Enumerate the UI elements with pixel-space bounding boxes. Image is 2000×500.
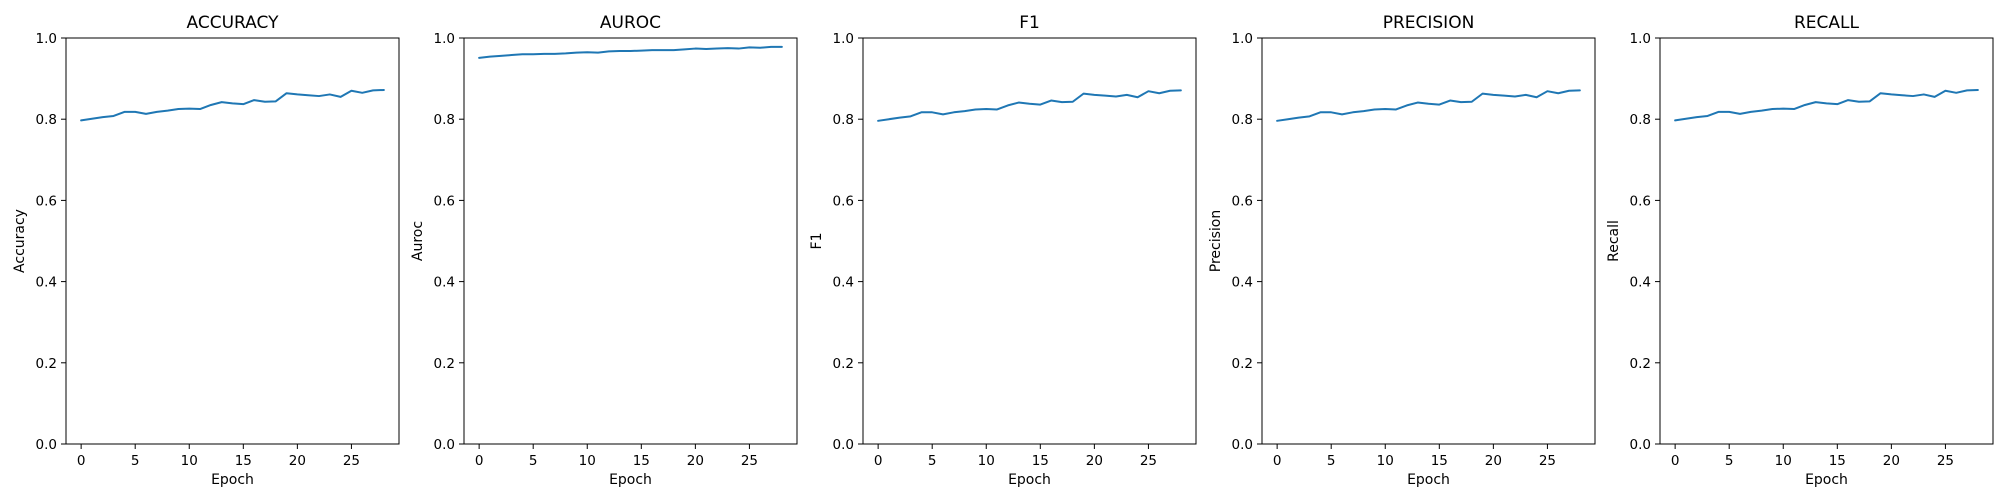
- y-tick-label: 0.6: [833, 193, 854, 209]
- subplot-f1: F1 0.0 0.2 0.4 0.6 0.8 1.0 0 5 10 15 20 25 Epoch F1: [809, 13, 1197, 488]
- plot-frame: [463, 37, 798, 445]
- x-tick-label: 0: [475, 453, 484, 469]
- y-tick-label: 0.2: [1232, 356, 1253, 372]
- plot-frame: [1261, 37, 1596, 445]
- y-tick-label: 1.0: [36, 31, 57, 47]
- series-line: [478, 45, 783, 59]
- y-axis-label: Accuracy: [12, 209, 28, 273]
- series-line: [80, 88, 385, 122]
- x-tick-label: 0: [1671, 453, 1680, 469]
- subplot-title: PRECISION: [1383, 13, 1475, 33]
- y-tick-label: 1.0: [434, 31, 455, 47]
- y-tick-label: 0.4: [1630, 275, 1651, 291]
- y-tick-label: 0.2: [36, 356, 57, 372]
- x-axis-label: Epoch: [1805, 472, 1848, 488]
- y-tick-label: 0.0: [833, 437, 854, 453]
- y-tick-label: 0.2: [1630, 356, 1651, 372]
- plot-frame: [1659, 37, 1994, 445]
- x-axis-label: Epoch: [609, 472, 652, 488]
- y-axis-label: Recall: [1606, 220, 1622, 262]
- subplot-title: ACCURACY: [187, 13, 280, 33]
- y-tick-label: 1.0: [833, 31, 854, 47]
- y-tick-label: 1.0: [1232, 31, 1253, 47]
- y-tick-label: 0.0: [1232, 437, 1253, 453]
- x-tick-label: 5: [529, 453, 538, 469]
- x-tick-label: 20: [687, 453, 704, 469]
- y-tick-label: 0.6: [434, 193, 455, 209]
- y-tick-label: 0.0: [36, 437, 57, 453]
- subplot-auroc: AUROC 0.0 0.2 0.4 0.6 0.8 1.0 0 5 10 15 20 25 Epoch Au…: [410, 13, 798, 488]
- x-tick-label: 20: [1485, 453, 1502, 469]
- series-line: [1276, 89, 1581, 122]
- x-axis-label: Epoch: [211, 472, 254, 488]
- y-tick-label: 0.4: [833, 275, 854, 291]
- x-tick-label: 0: [1273, 453, 1282, 469]
- x-tick-label: 5: [1327, 453, 1336, 469]
- y-tick-label: 0.6: [1232, 193, 1253, 209]
- y-tick-label: 0.2: [833, 356, 854, 372]
- subplot-title: RECALL: [1794, 13, 1860, 33]
- subplot-accuracy: ACCURACY 0.0 0.2 0.4 0.6 0.8 1.0 0 5 10 15 20 25 Epoc…: [12, 13, 400, 488]
- y-tick-label: 0.4: [434, 275, 455, 291]
- series-line: [1674, 88, 1979, 122]
- y-axis-label: Auroc: [410, 221, 426, 261]
- subplot-recall: RECALL 0.0 0.2 0.4 0.6 0.8 1.0 0 5 10 15 20 25 Epoch R…: [1606, 13, 1994, 488]
- y-tick-label: 0.2: [434, 356, 455, 372]
- subplot-precision: PRECISION 0.0 0.2 0.4 0.6 0.8 1.0 0 5 10 15 20 25 Epo…: [1208, 13, 1596, 488]
- y-tick-label: 0.0: [434, 437, 455, 453]
- x-tick-label: 10: [1377, 453, 1394, 469]
- x-tick-label: 10: [579, 453, 596, 469]
- subplot-title: AUROC: [600, 13, 661, 33]
- x-tick-label: 25: [741, 453, 758, 469]
- series-line: [877, 89, 1182, 122]
- y-axis-label: Precision: [1208, 210, 1224, 272]
- x-tick-label: 15: [1032, 453, 1049, 469]
- x-tick-label: 15: [1829, 453, 1846, 469]
- y-tick-label: 0.8: [434, 112, 455, 128]
- y-tick-label: 0.8: [36, 112, 57, 128]
- x-tick-label: 25: [1937, 453, 1954, 469]
- x-tick-label: 25: [343, 453, 360, 469]
- y-tick-label: 0.8: [1630, 112, 1651, 128]
- x-tick-label: 15: [235, 453, 252, 469]
- x-tick-label: 5: [1725, 453, 1734, 469]
- x-tick-label: 15: [1431, 453, 1448, 469]
- x-axis-label: Epoch: [1407, 472, 1450, 488]
- y-tick-label: 0.6: [1630, 193, 1651, 209]
- subplot-title: F1: [1019, 13, 1040, 33]
- x-tick-label: 25: [1140, 453, 1157, 469]
- y-tick-label: 0.4: [36, 275, 57, 291]
- y-tick-label: 1.0: [1630, 31, 1651, 47]
- y-tick-label: 0.8: [833, 112, 854, 128]
- y-tick-label: 0.4: [1232, 275, 1253, 291]
- x-tick-label: 20: [1086, 453, 1103, 469]
- x-tick-label: 10: [181, 453, 198, 469]
- y-axis-label: F1: [809, 233, 825, 250]
- y-tick-label: 0.0: [1630, 437, 1651, 453]
- x-tick-label: 5: [928, 453, 937, 469]
- x-tick-label: 20: [289, 453, 306, 469]
- plot-frame: [65, 37, 400, 445]
- x-tick-label: 0: [77, 453, 86, 469]
- y-tick-label: 0.8: [1232, 112, 1253, 128]
- x-tick-label: 25: [1539, 453, 1556, 469]
- x-tick-label: 15: [633, 453, 650, 469]
- plot-frame: [862, 37, 1197, 445]
- x-tick-label: 5: [131, 453, 140, 469]
- x-axis-label: Epoch: [1008, 472, 1051, 488]
- x-tick-label: 0: [874, 453, 883, 469]
- x-tick-label: 10: [1775, 453, 1792, 469]
- x-tick-label: 20: [1883, 453, 1900, 469]
- y-tick-label: 0.6: [36, 193, 57, 209]
- x-tick-label: 10: [978, 453, 995, 469]
